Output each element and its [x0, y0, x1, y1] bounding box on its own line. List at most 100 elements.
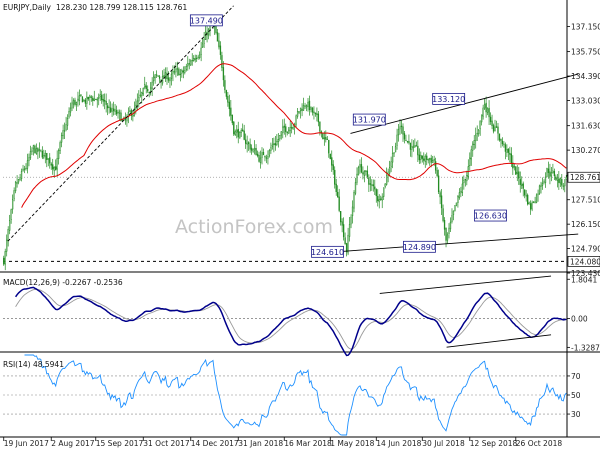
candle [267, 150, 269, 165]
candle [264, 155, 266, 162]
candle [501, 137, 504, 147]
candle [342, 217, 345, 241]
candle [277, 133, 279, 148]
candle [421, 155, 423, 163]
candle [178, 67, 180, 76]
candle [335, 178, 337, 196]
candle [495, 120, 498, 128]
candle [236, 124, 238, 139]
candle [491, 114, 493, 130]
candle [255, 144, 257, 156]
candle [228, 94, 231, 117]
annotation-text: 124.890 [403, 243, 436, 252]
rsi-tick-label: 70 [571, 372, 581, 381]
x-tick-label: 16 Mar 2018 [284, 439, 332, 448]
candle [245, 133, 247, 149]
candle [354, 177, 357, 196]
candle [492, 123, 495, 134]
candle [109, 101, 112, 113]
candle [436, 167, 438, 178]
candle [253, 140, 256, 155]
candle [504, 142, 507, 160]
candle [497, 122, 499, 141]
candle [415, 141, 418, 147]
candle [246, 135, 248, 153]
candle [170, 70, 173, 86]
moving-average-line [21, 63, 567, 208]
candle [512, 155, 514, 175]
candle [296, 108, 299, 119]
candle [509, 146, 511, 163]
candle [299, 107, 302, 119]
candle [483, 98, 486, 110]
candle [101, 90, 103, 104]
candle [231, 114, 233, 126]
candle [65, 116, 67, 132]
candle [47, 158, 49, 167]
candle [10, 208, 12, 224]
candle [302, 97, 305, 111]
candle [430, 154, 432, 168]
candle [115, 105, 118, 116]
candle [317, 111, 320, 127]
macd-tick-label: -1.3287 [571, 343, 600, 352]
price-annotation: 133.120 [432, 92, 465, 105]
x-tick-label: 26 Oct 2018 [516, 439, 563, 448]
candle [249, 138, 251, 153]
candle [102, 93, 104, 107]
x-tick-label: 30 Jul 2018 [422, 439, 465, 448]
candle [86, 91, 88, 110]
candle [532, 201, 535, 204]
candle [527, 193, 529, 206]
trendline [7, 5, 234, 242]
candle [4, 248, 6, 271]
macd-trendline [446, 334, 552, 348]
candle [197, 54, 199, 60]
x-tick-label: 14 Jun 2018 [376, 439, 421, 448]
candle [457, 194, 459, 208]
candle [55, 159, 57, 171]
candle [525, 189, 527, 202]
x-tick-label: 31 Oct 2017 [143, 439, 190, 448]
candle [429, 157, 431, 166]
candle [124, 112, 127, 125]
candle [559, 177, 561, 187]
candle [298, 111, 300, 115]
candle [334, 166, 336, 189]
candle [276, 134, 278, 147]
candle [148, 91, 150, 98]
symbol-label: EURJPY,Daily [3, 3, 52, 12]
candle [288, 126, 290, 134]
candle [268, 148, 271, 158]
candle [46, 152, 48, 168]
candle [475, 127, 477, 149]
candle [498, 133, 501, 142]
candle [261, 147, 263, 165]
candle [351, 200, 354, 224]
candle [204, 23, 207, 41]
price-annotation: 131.970 [353, 113, 386, 126]
candle [172, 65, 174, 82]
candle [11, 194, 14, 214]
candle [127, 107, 130, 124]
candle [72, 98, 75, 109]
candle [256, 150, 259, 158]
rsi-tick-label: 30 [571, 410, 581, 419]
candle [313, 106, 315, 120]
candle [375, 188, 377, 203]
macd-label: MACD(12,26,9) -0.2267 -0.2536 [3, 278, 123, 287]
candle [273, 137, 275, 153]
candle [409, 142, 412, 157]
candle [374, 179, 376, 196]
candle [193, 55, 195, 62]
candle [141, 91, 143, 104]
candle [531, 200, 533, 212]
candle [221, 51, 223, 72]
candle [87, 96, 90, 101]
candle [455, 202, 458, 207]
x-tick-label: 1 May 2018 [330, 439, 374, 448]
candle [78, 89, 81, 106]
candle [105, 93, 107, 113]
candle [353, 190, 355, 213]
